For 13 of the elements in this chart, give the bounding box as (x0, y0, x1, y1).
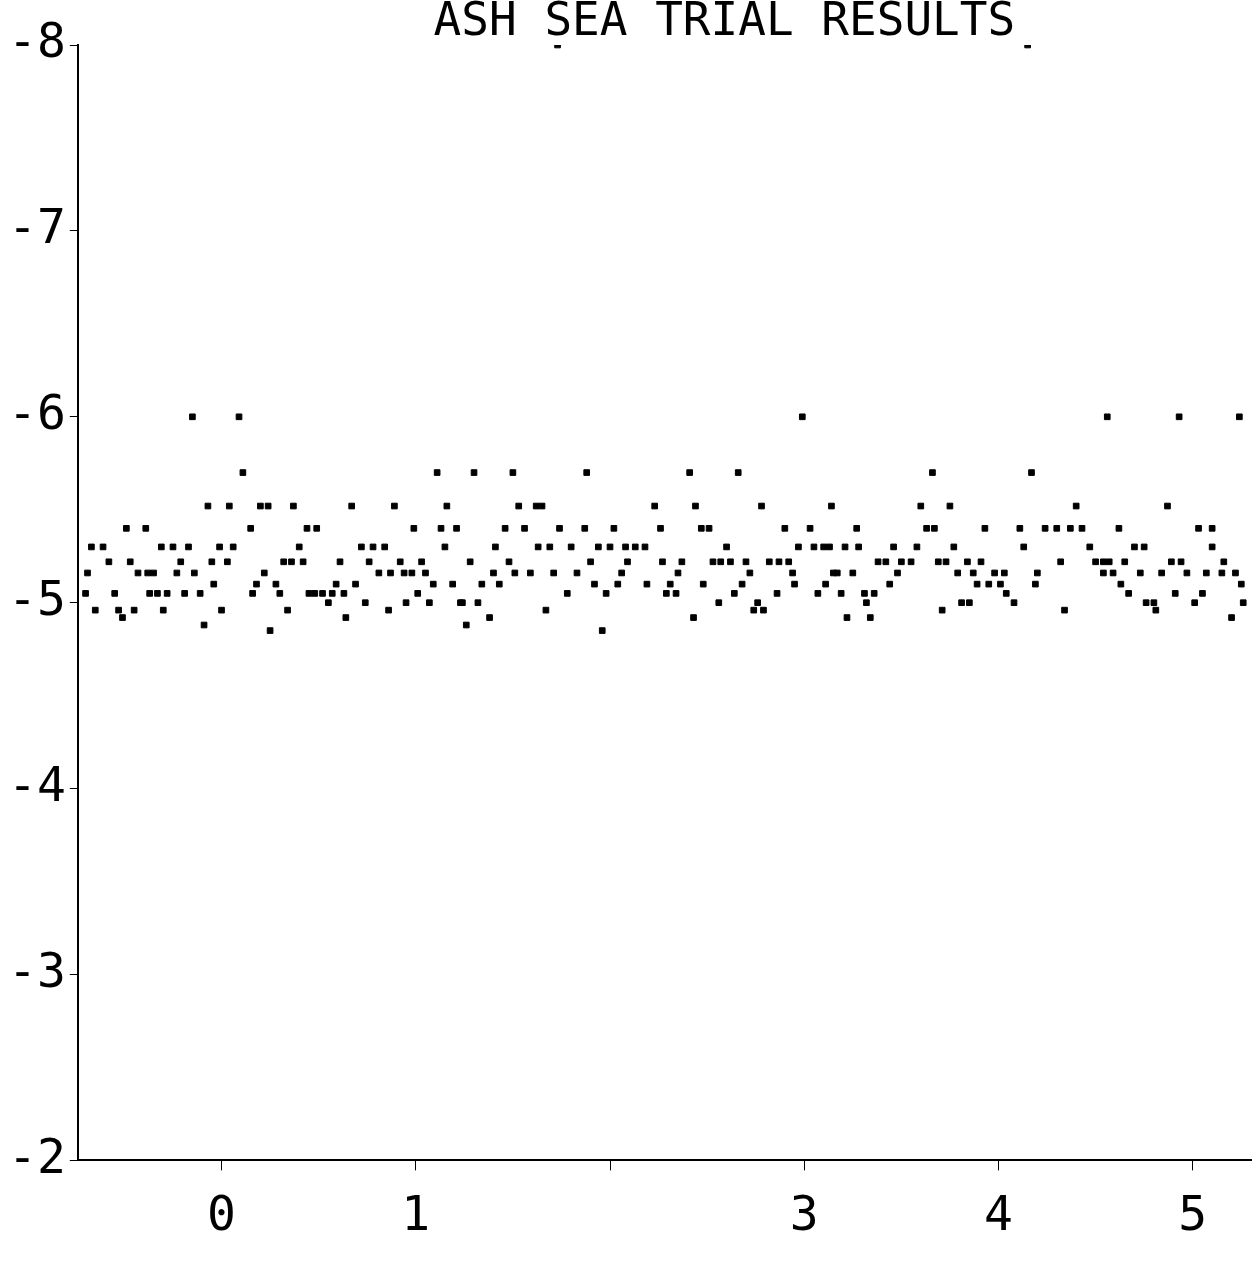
y-tick-label: -7 (8, 198, 66, 255)
x-tick-label: 4 (984, 1184, 1013, 1241)
chart-title: ASH SEA TRIAL RESULTS (433, 0, 1016, 46)
y-tick-label: -5 (8, 570, 66, 627)
x-tick-label: 1 (401, 1184, 431, 1241)
y-tick-label: -2 (8, 1127, 66, 1184)
y-tick-label: -6 (8, 384, 66, 441)
x-tick-label: 3 (789, 1184, 819, 1241)
y-tick-label: -3 (8, 941, 66, 998)
y-tick-label: -4 (8, 756, 66, 813)
x-tick-label: 5 (1178, 1184, 1208, 1241)
x-tick-label: 0 (207, 1184, 236, 1241)
y-tick-label: -8 (8, 12, 66, 69)
